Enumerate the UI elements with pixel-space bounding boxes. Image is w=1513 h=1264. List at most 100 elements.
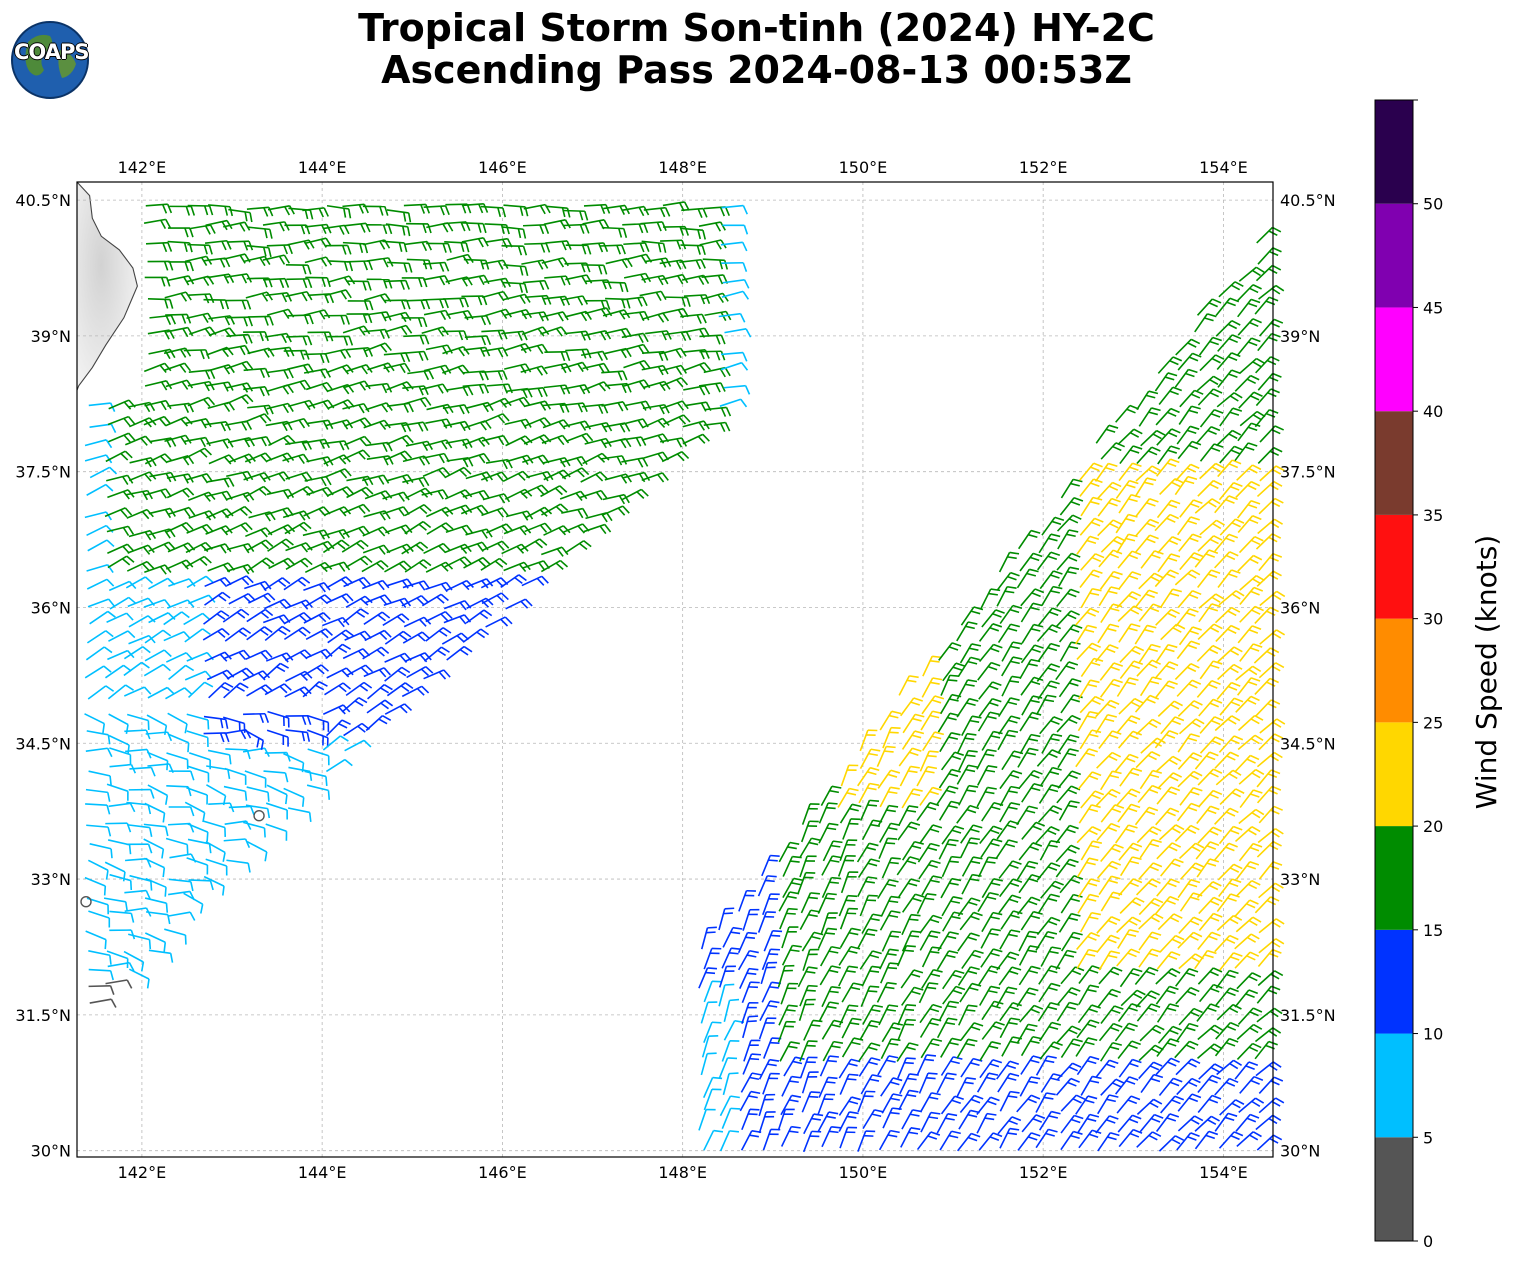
wind-barb bbox=[266, 384, 294, 395]
lat-tick-label-right: 36°N bbox=[1280, 598, 1320, 617]
wind-barb bbox=[444, 504, 473, 515]
wind-barb bbox=[243, 255, 271, 267]
wind-barb bbox=[1154, 661, 1179, 680]
colorbar-tick-label: 50 bbox=[1423, 195, 1443, 214]
wind-barb bbox=[959, 643, 982, 664]
wind-barb bbox=[522, 224, 550, 235]
wind-barb bbox=[979, 825, 1003, 845]
wind-barb bbox=[603, 422, 631, 433]
wind-barb bbox=[898, 805, 919, 826]
wind-barb bbox=[1199, 736, 1225, 754]
wind-barb bbox=[166, 326, 194, 338]
wind-barb bbox=[165, 559, 194, 570]
wind-barb bbox=[246, 244, 272, 258]
wind-barb bbox=[143, 823, 169, 837]
wind-barb bbox=[842, 818, 861, 840]
wind-barb bbox=[1137, 784, 1162, 804]
wind-barb bbox=[1077, 878, 1100, 898]
wind-barb bbox=[188, 594, 216, 605]
wind-barb bbox=[1118, 462, 1142, 482]
wind-barb bbox=[1156, 1003, 1180, 1023]
wind-barb bbox=[1039, 1041, 1063, 1060]
wind-barb bbox=[1119, 856, 1142, 877]
wind-barb bbox=[1194, 1130, 1219, 1150]
wind-barb bbox=[939, 732, 961, 753]
wind-barb bbox=[585, 279, 612, 290]
wind-barb bbox=[919, 750, 939, 772]
wind-barb bbox=[84, 439, 113, 449]
wind-barb bbox=[682, 433, 710, 445]
wind-barb bbox=[267, 710, 290, 728]
wind-barb bbox=[562, 209, 589, 221]
wind-barb bbox=[1198, 336, 1222, 356]
wind-barb bbox=[1077, 1113, 1100, 1134]
wind-barb bbox=[444, 556, 472, 568]
wind-barb bbox=[1197, 479, 1223, 497]
wind-barb bbox=[226, 859, 251, 873]
wind-barb bbox=[402, 476, 430, 488]
wind-barb bbox=[1215, 1021, 1240, 1040]
wind-barb bbox=[956, 1038, 978, 1059]
wind-barb bbox=[184, 628, 211, 643]
wind-barb bbox=[820, 912, 838, 935]
wind-barb bbox=[203, 610, 230, 625]
wind-barb bbox=[228, 453, 256, 464]
wind-barb bbox=[580, 350, 609, 362]
wind-barb bbox=[283, 576, 311, 591]
wind-barb bbox=[84, 665, 112, 679]
wind-barb bbox=[205, 525, 233, 536]
wind-barb bbox=[266, 784, 288, 805]
wind-barb bbox=[225, 505, 253, 518]
wind-barb bbox=[207, 477, 235, 488]
coaps-logo-text: COAPS bbox=[14, 40, 89, 64]
wind-barb bbox=[1254, 896, 1280, 914]
wind-barb bbox=[1016, 860, 1039, 881]
wind-barb bbox=[698, 221, 726, 232]
wind-barb bbox=[1055, 858, 1079, 878]
wind-barb bbox=[1178, 405, 1201, 425]
wind-barb bbox=[207, 749, 232, 765]
wind-barb bbox=[840, 871, 859, 894]
wind-barb bbox=[402, 631, 430, 644]
wind-barb bbox=[1214, 751, 1240, 769]
wind-barb bbox=[366, 224, 393, 235]
wind-barb bbox=[820, 945, 841, 967]
wind-barb bbox=[481, 434, 510, 446]
wind-barb bbox=[981, 878, 1003, 899]
wind-barb bbox=[168, 878, 194, 892]
wind-barb bbox=[267, 346, 295, 357]
wind-barb bbox=[1156, 842, 1182, 860]
wind-barb bbox=[1177, 516, 1200, 536]
wind-barb bbox=[802, 948, 820, 971]
wind-barb bbox=[1017, 747, 1039, 768]
wind-barb bbox=[1175, 968, 1199, 987]
wind-barb bbox=[1217, 569, 1241, 588]
wind-barb bbox=[406, 665, 434, 679]
wind-barb bbox=[1075, 624, 1097, 645]
wind-barb bbox=[1237, 734, 1264, 751]
wind-barb bbox=[264, 683, 292, 696]
lon-tick-label-top: 148°E bbox=[658, 158, 707, 177]
wind-barb bbox=[148, 949, 174, 963]
lon-tick-label-top: 152°E bbox=[1019, 158, 1068, 177]
wind-barb bbox=[284, 612, 312, 625]
wind-barb bbox=[1179, 786, 1203, 806]
wind-barb bbox=[1076, 1055, 1100, 1076]
wind-barb bbox=[958, 749, 978, 771]
wind-barb bbox=[366, 699, 394, 714]
wind-barb bbox=[799, 984, 818, 1007]
wind-barb bbox=[699, 334, 726, 345]
wind-barb bbox=[979, 1059, 1003, 1079]
wind-barb bbox=[128, 529, 157, 541]
wind-barb bbox=[344, 739, 372, 752]
wind-barb bbox=[324, 682, 351, 696]
wind-barb bbox=[645, 330, 672, 341]
wind-barb bbox=[599, 244, 626, 255]
wind-barb bbox=[1095, 1115, 1119, 1134]
wind-barb bbox=[1218, 590, 1245, 606]
wind-barb bbox=[1238, 768, 1265, 785]
wind-barb bbox=[127, 544, 155, 555]
wind-barb bbox=[821, 855, 842, 876]
wind-barb bbox=[916, 1131, 941, 1151]
